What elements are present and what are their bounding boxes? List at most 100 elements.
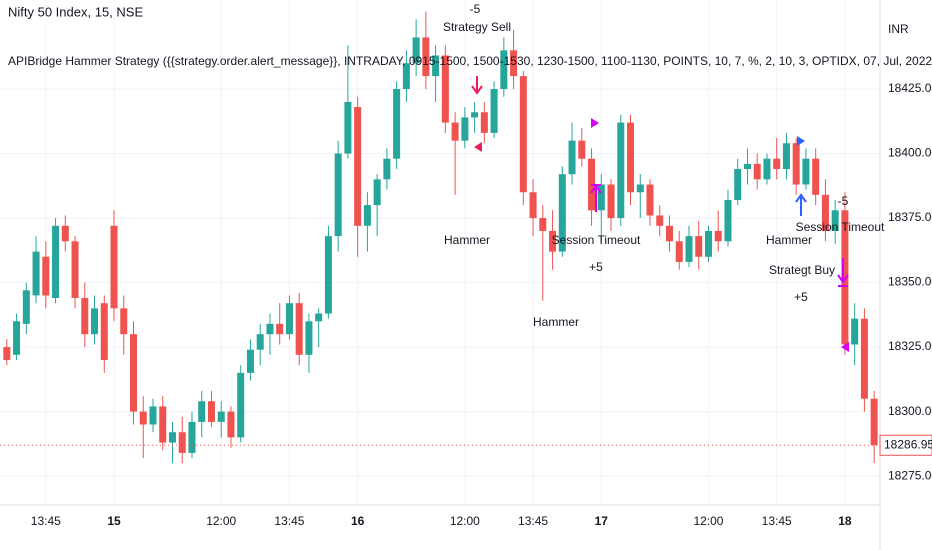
- candle-body: [714, 230, 722, 242]
- candles: [3, 11, 878, 464]
- candle-body: [734, 169, 742, 200]
- candle-body: [110, 225, 118, 309]
- candle-body: [558, 174, 566, 252]
- candle-body: [821, 194, 829, 231]
- candle-body: [782, 143, 790, 170]
- candle-body: [607, 184, 615, 219]
- candle-body: [207, 401, 215, 422]
- x-tick-label: 13:45: [31, 514, 61, 528]
- candle-body: [276, 323, 284, 335]
- marker: [841, 342, 849, 352]
- candle-body: [656, 215, 664, 226]
- annotation: Strategt Buy: [769, 263, 835, 277]
- candle-body: [451, 122, 459, 141]
- marker: [591, 118, 599, 128]
- candle-body: [704, 230, 712, 257]
- last-price-label: 18286.95: [884, 437, 932, 451]
- candle-body: [636, 184, 644, 193]
- y-tick-label: 18400.00: [888, 146, 932, 160]
- candle-body: [178, 432, 186, 453]
- candle-body: [461, 117, 469, 141]
- candle-body: [675, 241, 683, 262]
- buy-arrow: [795, 193, 807, 216]
- x-tick-label: 13:45: [274, 514, 304, 528]
- last-price-box: [879, 434, 932, 456]
- candle-body: [529, 192, 537, 219]
- annotation: +5: [589, 260, 603, 274]
- annotation: -5: [470, 2, 481, 16]
- candle-body: [763, 158, 771, 180]
- candle-body: [139, 411, 147, 425]
- annotation: Session Timeout: [796, 220, 885, 234]
- signal-arrows: [471, 76, 849, 352]
- candle-body: [22, 290, 30, 324]
- x-tick-label: 17: [595, 514, 609, 528]
- candle-body: [52, 225, 60, 299]
- candle-body: [860, 318, 868, 399]
- candle-body: [549, 230, 557, 252]
- candle-body: [246, 349, 254, 373]
- annotation: Hammer: [444, 233, 490, 247]
- candle-body: [597, 184, 605, 211]
- candle-body: [753, 163, 761, 180]
- x-tick-label: 12:00: [206, 514, 236, 528]
- y-tick-label: 18275.00: [888, 468, 932, 482]
- candle-body: [91, 308, 99, 335]
- annotation: -5: [838, 194, 849, 208]
- candle-body: [441, 55, 449, 123]
- candle-body: [383, 158, 391, 180]
- x-tick-label: 16: [351, 514, 365, 528]
- candle-body: [159, 406, 167, 443]
- candle-body: [354, 107, 362, 226]
- marker: [474, 142, 482, 152]
- candle-body: [100, 303, 108, 360]
- candle-body: [61, 225, 69, 242]
- candle-body: [13, 321, 21, 355]
- candle-body: [217, 411, 225, 422]
- candle-body: [627, 122, 635, 193]
- candle-body: [841, 210, 849, 345]
- candle-body: [227, 411, 235, 438]
- candle-body: [130, 334, 138, 412]
- candle-body: [412, 37, 420, 64]
- marker: [797, 136, 805, 146]
- candle-body: [149, 406, 157, 425]
- y-tick-label: 18425.00: [888, 81, 932, 95]
- x-tick-label: 13:45: [762, 514, 792, 528]
- candle-body: [188, 421, 196, 453]
- candle-body: [285, 303, 293, 335]
- x-tick-label: 15: [107, 514, 121, 528]
- candle-body: [792, 143, 800, 185]
- candle-body: [305, 321, 313, 355]
- y-tick-label: 18375.00: [888, 210, 932, 224]
- candle-body: [685, 236, 693, 262]
- candle-body: [831, 210, 839, 231]
- axes: 18275.00 18300.00 18325.00 18350.00 18375.00…: [0, 81, 932, 528]
- candle-body: [363, 205, 371, 226]
- candle-body: [373, 179, 381, 206]
- candle-body: [324, 236, 332, 314]
- candle-body: [471, 112, 479, 118]
- candle-body: [665, 225, 674, 242]
- candle-body: [743, 163, 751, 170]
- candle-body: [617, 122, 625, 219]
- x-tick-label: 12:00: [693, 514, 723, 528]
- candle-body: [773, 158, 781, 170]
- annotation: Hammer: [766, 233, 812, 247]
- candle-body: [42, 256, 50, 296]
- candle-body: [646, 184, 654, 216]
- candle-body: [237, 372, 245, 438]
- annotation: Session Timeout: [552, 233, 641, 247]
- annotation: Strategy Sell: [443, 20, 511, 34]
- y-tick-label: 18350.00: [888, 275, 932, 289]
- candle-body: [802, 158, 810, 185]
- candle-body: [315, 313, 323, 322]
- candle-body: [851, 318, 859, 345]
- chart-title: Nifty 50 Index, 15, NSE: [8, 4, 143, 19]
- candle-body: [81, 298, 89, 335]
- x-tick-label: 13:45: [518, 514, 548, 528]
- candle-body: [568, 140, 576, 175]
- strategy-label: APIBridge Hammer Strategy ({{strategy.or…: [8, 54, 932, 68]
- candle-body: [393, 89, 401, 159]
